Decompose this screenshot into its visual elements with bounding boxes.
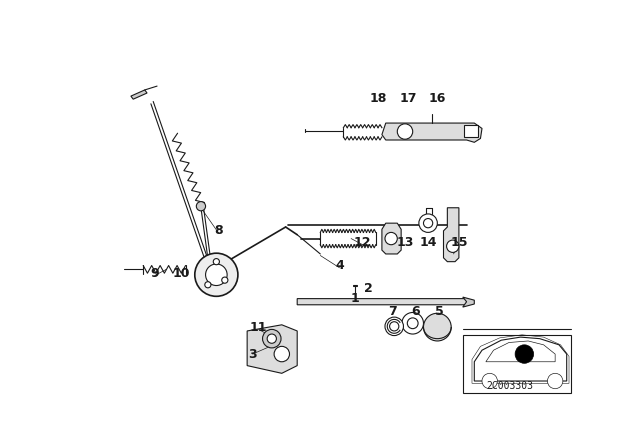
Circle shape — [547, 373, 563, 389]
Circle shape — [419, 214, 437, 233]
Text: 11: 11 — [250, 321, 268, 334]
Text: 9: 9 — [150, 267, 159, 280]
Text: 10: 10 — [173, 267, 191, 280]
Polygon shape — [444, 208, 459, 262]
Circle shape — [390, 322, 399, 331]
Text: 8: 8 — [214, 224, 223, 237]
Text: 3: 3 — [248, 348, 257, 361]
Text: 4: 4 — [335, 259, 344, 272]
Polygon shape — [486, 341, 555, 362]
Text: 2C003303: 2C003303 — [486, 381, 533, 392]
Text: 16: 16 — [429, 92, 446, 105]
Polygon shape — [382, 223, 401, 254]
Circle shape — [402, 313, 424, 334]
Text: 5: 5 — [435, 305, 444, 318]
Text: 14: 14 — [419, 236, 437, 249]
Circle shape — [424, 313, 451, 341]
Circle shape — [274, 346, 289, 362]
Ellipse shape — [404, 319, 421, 328]
Polygon shape — [382, 123, 482, 142]
Circle shape — [515, 345, 534, 363]
Circle shape — [221, 277, 228, 283]
Text: 2: 2 — [364, 282, 373, 295]
Text: 17: 17 — [399, 92, 417, 105]
Circle shape — [385, 233, 397, 245]
Circle shape — [196, 202, 205, 211]
Text: 6: 6 — [412, 305, 420, 318]
Polygon shape — [474, 337, 566, 381]
Bar — [463, 335, 570, 392]
Circle shape — [205, 282, 211, 288]
Text: 1: 1 — [351, 292, 359, 305]
Text: 7: 7 — [388, 305, 397, 318]
Polygon shape — [247, 325, 297, 373]
Text: 18: 18 — [369, 92, 387, 105]
Circle shape — [205, 264, 227, 285]
Circle shape — [407, 318, 418, 329]
Circle shape — [424, 219, 433, 228]
Polygon shape — [131, 90, 147, 99]
Circle shape — [213, 258, 220, 265]
Circle shape — [385, 317, 403, 336]
Circle shape — [482, 373, 497, 389]
Text: 13: 13 — [396, 236, 413, 249]
Circle shape — [447, 240, 459, 252]
Circle shape — [201, 265, 213, 277]
Circle shape — [195, 253, 238, 296]
Text: 15: 15 — [450, 236, 468, 249]
Polygon shape — [297, 299, 470, 305]
Circle shape — [262, 329, 281, 348]
Text: 12: 12 — [354, 236, 371, 249]
Bar — [464, 125, 478, 137]
Polygon shape — [463, 297, 474, 307]
Circle shape — [267, 334, 276, 343]
Circle shape — [397, 124, 413, 139]
